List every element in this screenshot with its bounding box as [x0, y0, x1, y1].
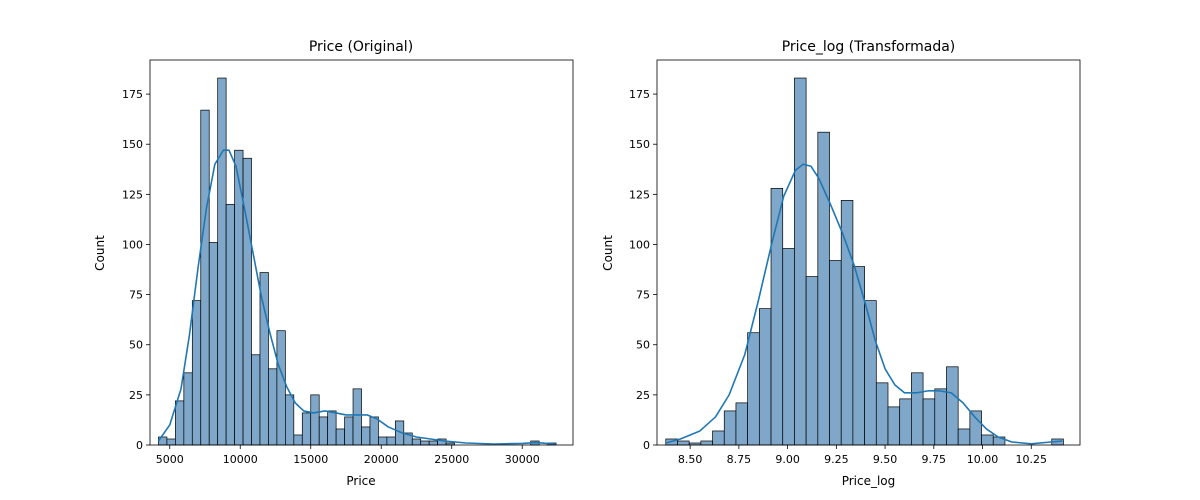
x-axis-label: Price_log — [842, 474, 896, 488]
histogram-bar — [981, 434, 994, 446]
y-tick-label: 125 — [629, 188, 650, 201]
x-tick-label: 9.50 — [873, 453, 898, 466]
histogram-bar — [344, 416, 354, 446]
histogram-bar — [782, 248, 795, 446]
histogram-bar — [911, 372, 924, 446]
kde-line — [157, 149, 557, 445]
x-tick-label: 9.00 — [775, 453, 800, 466]
histogram-bar — [735, 402, 749, 446]
plot-frame — [656, 59, 1081, 446]
y-tick-label: 175 — [629, 88, 650, 101]
kde-line — [665, 163, 1063, 445]
histogram-bar — [327, 410, 337, 446]
histogram-bar — [225, 204, 235, 446]
histogram-bar — [276, 330, 286, 446]
histogram-bar — [335, 428, 345, 446]
x-tick-label: 10.25 — [1016, 453, 1048, 466]
histogram-bar — [723, 410, 737, 446]
y-axis-label: Count — [601, 235, 615, 271]
x-tick-label: 8.50 — [678, 453, 703, 466]
x-tick-label: 9.25 — [824, 453, 849, 466]
histogram-bar — [217, 77, 227, 446]
chart-title: Price_log (Transformada) — [782, 39, 956, 55]
x-tick-label: 9.75 — [922, 453, 947, 466]
histogram-bar — [293, 434, 303, 446]
histogram-bar — [758, 308, 772, 446]
histogram-bar — [411, 438, 422, 446]
histogram-bar — [700, 440, 713, 446]
x-tick-label: 5000 — [156, 453, 184, 466]
x-tick-label: 15000 — [293, 453, 328, 466]
histogram-bar — [301, 412, 312, 446]
y-tick-label: 50 — [636, 339, 650, 352]
y-tick-label: 0 — [643, 439, 650, 452]
histogram-bar — [200, 109, 210, 446]
histogram-bar — [887, 406, 901, 446]
chart-price-original: Price (Original) Price Count 5000 10000 15… — [93, 39, 574, 488]
chart-price-log: Price_log (Transformada) Price_log Count… — [601, 39, 1081, 488]
histogram-bar — [361, 426, 371, 446]
y-tick-label: 75 — [129, 289, 143, 302]
histogram-bar — [191, 300, 202, 446]
histogram-bar — [922, 398, 936, 446]
histogram-bar — [899, 398, 912, 446]
histogram-bar — [386, 436, 396, 446]
y-tick-label: 75 — [636, 289, 650, 302]
x-tick-label: 20000 — [364, 453, 399, 466]
histogram-bar — [969, 410, 982, 446]
histogram-bar — [352, 388, 362, 446]
y-tick-label: 25 — [636, 389, 650, 402]
histogram-bar — [840, 200, 854, 446]
y-tick-label: 150 — [122, 138, 143, 151]
histogram-bar — [183, 372, 193, 446]
histogram-bar — [770, 187, 784, 446]
y-tick-label: 50 — [129, 339, 143, 352]
y-tick-label: 175 — [122, 88, 143, 101]
histogram-bar — [208, 242, 219, 446]
histogram-bar — [934, 388, 947, 446]
histogram-bar — [242, 157, 252, 446]
y-tick-label: 25 — [129, 389, 143, 402]
y-axis-label: Count — [93, 235, 107, 271]
chart-title: Price (Original) — [309, 39, 413, 55]
histogram-bar — [428, 440, 438, 446]
histogram-bar — [251, 354, 261, 446]
histogram-bar — [378, 436, 388, 446]
histogram-bar — [175, 400, 185, 446]
histogram-bar — [310, 394, 320, 446]
histogram-bar — [285, 394, 295, 446]
y-tick-label: 150 — [629, 138, 650, 151]
histogram-bar — [829, 260, 842, 446]
y-tick-label: 100 — [122, 238, 143, 251]
histogram-bar — [712, 430, 725, 446]
x-axis-label: Price — [346, 474, 375, 488]
histogram-bar — [957, 428, 971, 446]
histogram-bar — [805, 276, 819, 446]
histogram-bar — [369, 416, 379, 446]
histogram-bar — [747, 332, 760, 446]
x-tick-label: 8.75 — [727, 453, 752, 466]
histogram-bar — [794, 77, 807, 446]
y-tick-label: 100 — [629, 238, 650, 251]
x-tick-label: 10.00 — [967, 453, 999, 466]
plot-frame — [149, 59, 574, 446]
histogram-bar — [946, 366, 959, 446]
x-tick-label: 10000 — [223, 453, 258, 466]
histogram-bar — [420, 440, 430, 446]
x-tick-label: 30000 — [505, 453, 540, 466]
histogram-bar — [268, 368, 278, 446]
y-tick-label: 0 — [136, 439, 143, 452]
y-tick-label: 125 — [122, 188, 143, 201]
histogram-bar — [318, 416, 329, 446]
x-tick-label: 25000 — [434, 453, 469, 466]
histogram-bar — [166, 438, 176, 446]
histogram-bar — [875, 382, 889, 446]
histogram-bar — [677, 440, 690, 446]
